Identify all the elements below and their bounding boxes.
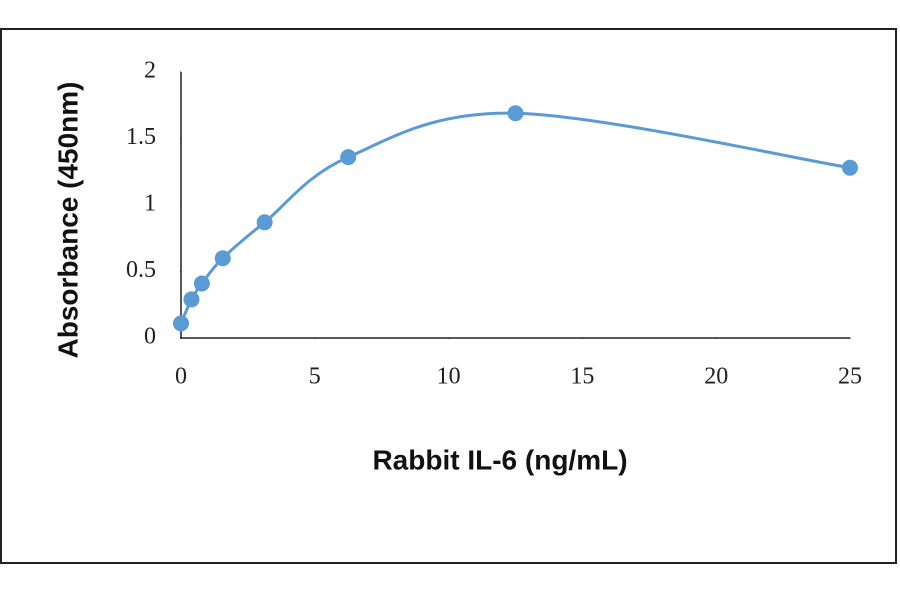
- x-tick-label: 0: [175, 364, 187, 390]
- y-tick-label: 1.5: [126, 124, 156, 150]
- x-axis-label: Rabbit IL-6 (ng/mL): [372, 444, 627, 475]
- fit-line: [179, 111, 851, 324]
- x-tick-label: 5: [309, 364, 321, 390]
- point: [842, 159, 858, 176]
- x-tick-label: 10: [437, 364, 461, 390]
- x-tick-label: 20: [704, 364, 728, 390]
- x-tick-label: 25: [838, 364, 862, 390]
- y-tick-label: 0: [144, 324, 156, 350]
- point: [340, 149, 357, 166]
- point: [214, 250, 231, 267]
- point: [256, 214, 273, 231]
- y-tick-label: 1: [144, 191, 156, 217]
- point: [193, 275, 210, 292]
- point: [183, 291, 200, 308]
- y-tick-label: 2: [144, 58, 156, 84]
- y-axis-label: Absorbance (450nm): [52, 82, 83, 359]
- point: [173, 315, 189, 332]
- x-tick-label: 15: [570, 364, 594, 390]
- point: [507, 105, 524, 122]
- frame: [0, 28, 897, 564]
- y-tick-label: 0.5: [126, 257, 156, 283]
